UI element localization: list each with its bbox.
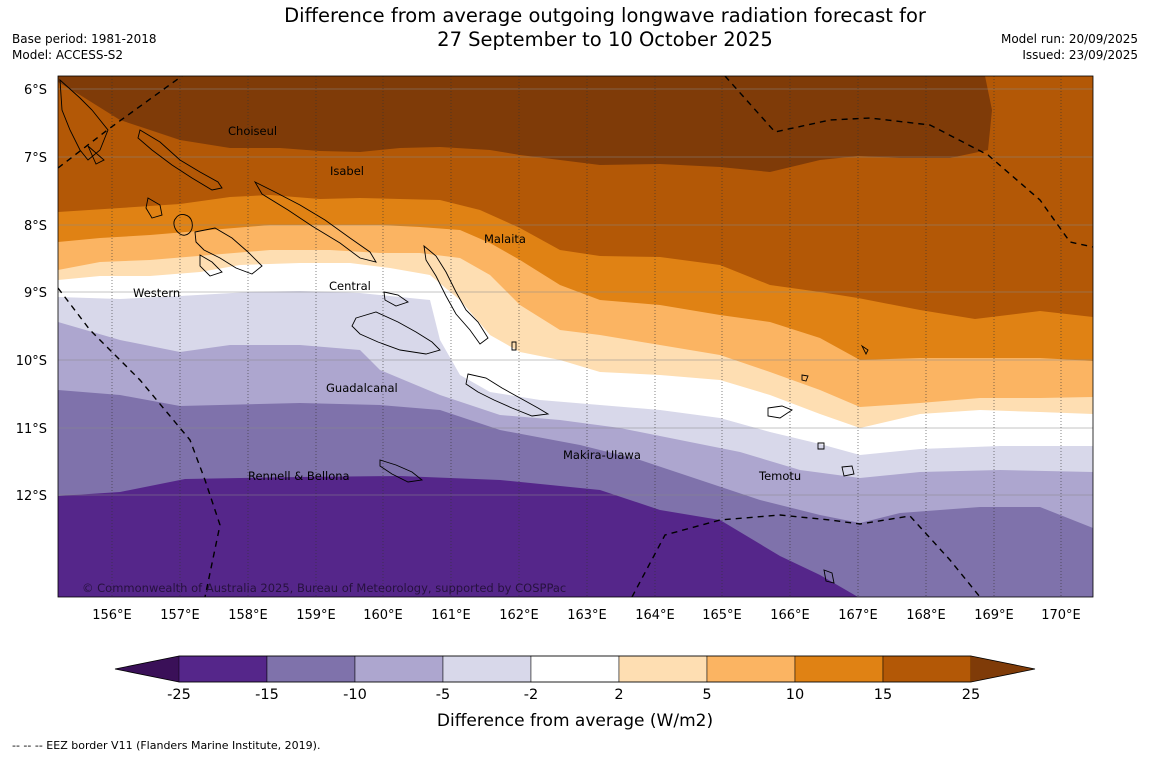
label-western: Western bbox=[133, 286, 180, 300]
lon-label: 157°E bbox=[160, 608, 200, 623]
model-run-text: Model run: 20/09/2025 bbox=[1000, 32, 1138, 46]
lat-label: 7°S bbox=[24, 151, 47, 166]
eez-border bbox=[58, 76, 1093, 597]
label-rennell-bellona: Rennell & Bellona bbox=[248, 469, 350, 483]
colorbar-tick: 15 bbox=[874, 687, 892, 703]
colorbar-tick: 5 bbox=[702, 687, 711, 703]
model-text: Model: ACCESS-S2 bbox=[12, 48, 124, 62]
lon-label: 169°E bbox=[974, 608, 1014, 623]
colorbar-swatch bbox=[794, 655, 884, 683]
lon-label: 159°E bbox=[296, 608, 336, 623]
colorbar-outline bbox=[114, 655, 1036, 683]
gridlines bbox=[58, 76, 1093, 597]
title-line-1: Difference from average outgoing longwav… bbox=[284, 4, 926, 27]
meta-left: Base period: 1981-2018 Model: ACCESS-S2 bbox=[12, 31, 157, 63]
colorbar-label: Difference from average (W/m2) bbox=[437, 711, 713, 731]
lat-label: 11°S bbox=[16, 422, 47, 437]
copyright-text: © Commonwealth of Australia 2025, Bureau… bbox=[82, 581, 566, 595]
lat-label: 10°S bbox=[16, 354, 47, 369]
lon-label: 166°E bbox=[770, 608, 810, 623]
label-isabel: Isabel bbox=[330, 164, 364, 178]
colorbar-swatch bbox=[618, 655, 708, 683]
title-line-2: 27 September to 10 October 2025 bbox=[437, 28, 773, 51]
lon-label: 168°E bbox=[906, 608, 946, 623]
colorbar-swatch bbox=[266, 655, 356, 683]
lat-label: 8°S bbox=[24, 219, 47, 234]
meta-right: Model run: 20/09/2025 Issued: 23/09/2025 bbox=[1001, 31, 1138, 63]
colorbar-swatch bbox=[442, 655, 532, 683]
label-makira-ulawa: Makira-Ulawa bbox=[563, 448, 641, 462]
lon-label: 164°E bbox=[635, 608, 675, 623]
lat-label: 6°S bbox=[24, 83, 47, 98]
map-frame bbox=[57, 75, 1094, 598]
colorbar-tick: -25 bbox=[167, 687, 191, 703]
colorbar-tick: -10 bbox=[343, 687, 367, 703]
colorbar-tick: 2 bbox=[614, 687, 623, 703]
base-period-text: Base period: 1981-2018 bbox=[12, 32, 157, 46]
lat-label: 9°S bbox=[24, 286, 47, 301]
province-labels: Choiseul Isabel Malaita Western Central … bbox=[133, 124, 801, 483]
label-guadalcanal: Guadalcanal bbox=[326, 381, 398, 395]
band-gt-15 bbox=[58, 76, 992, 172]
map-area: © Commonwealth of Australia 2025, Bureau… bbox=[58, 76, 1093, 597]
eez-footnote: -- -- -- EEZ border V11 (Flanders Marine… bbox=[12, 739, 321, 752]
lat-label: 12°S bbox=[16, 489, 47, 504]
colorbar-tick: -2 bbox=[524, 687, 538, 703]
lon-label: 156°E bbox=[92, 608, 132, 623]
colorbar-tick: 10 bbox=[786, 687, 804, 703]
lon-label: 162°E bbox=[499, 608, 539, 623]
lon-label: 163°E bbox=[567, 608, 607, 623]
chart-title: Difference from average outgoing longwav… bbox=[0, 4, 1150, 52]
colorbar: -25 -15 -10 -5 -2 2 5 10 15 25 Differenc… bbox=[114, 655, 1036, 731]
colorbar-swatch bbox=[354, 655, 444, 683]
lon-label: 161°E bbox=[431, 608, 471, 623]
lon-label: 167°E bbox=[838, 608, 878, 623]
colorbar-swatch bbox=[882, 655, 972, 683]
latitude-labels: 6°S 7°S 8°S 9°S 10°S 11°S 12°S bbox=[16, 83, 47, 504]
lon-label: 160°E bbox=[363, 608, 403, 623]
colorbar-extend-low bbox=[115, 656, 179, 682]
lon-label: 165°E bbox=[702, 608, 742, 623]
colorbar-tick: -15 bbox=[255, 687, 279, 703]
colorbar-tick: 25 bbox=[962, 687, 980, 703]
label-choiseul: Choiseul bbox=[228, 124, 277, 138]
colorbar-swatch bbox=[706, 655, 796, 683]
lon-label: 170°E bbox=[1041, 608, 1081, 623]
issued-text: Issued: 23/09/2025 bbox=[1022, 48, 1138, 62]
longitude-labels: 156°E 157°E 158°E 159°E 160°E 161°E 162°… bbox=[92, 608, 1081, 623]
label-temotu: Temotu bbox=[758, 469, 801, 483]
coastlines bbox=[59, 78, 869, 584]
label-malaita: Malaita bbox=[484, 232, 526, 246]
colorbar-swatch bbox=[530, 655, 620, 683]
lon-label: 158°E bbox=[228, 608, 268, 623]
colorbar-swatch bbox=[178, 655, 268, 683]
colorbar-extend-high bbox=[971, 656, 1035, 682]
label-central: Central bbox=[329, 279, 371, 293]
colorbar-tick: -5 bbox=[436, 687, 450, 703]
